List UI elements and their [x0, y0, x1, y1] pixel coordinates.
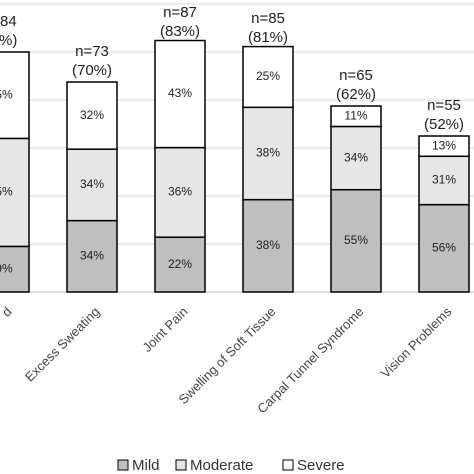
- value-label: 5%: [0, 185, 13, 199]
- bar-segment: [418, 135, 470, 158]
- bar-segment: [418, 203, 470, 293]
- count-label: n=73: [75, 43, 109, 60]
- count-label: n=65: [339, 67, 373, 84]
- x-tick-label: d: [0, 304, 15, 320]
- bar-segment: [330, 125, 382, 191]
- bar-segment: [418, 155, 470, 206]
- bar-segment: [154, 236, 206, 293]
- bar-segment: [154, 146, 206, 238]
- total-label: (52%): [424, 116, 464, 133]
- value-label: 34%: [80, 177, 104, 191]
- bar-segment: [242, 106, 294, 201]
- x-tick-label: Excess Sweating: [22, 304, 103, 385]
- value-label: 34%: [344, 150, 368, 164]
- total-label: (83%): [160, 23, 200, 40]
- value-label: 11%: [344, 108, 367, 122]
- value-label: 34%: [80, 248, 104, 262]
- value-label: 5%: [0, 87, 13, 101]
- value-label: 56%: [432, 240, 456, 254]
- value-label: 43%: [168, 86, 192, 100]
- bar-segment: [66, 148, 118, 222]
- value-label: 36%: [168, 185, 192, 199]
- value-label: 31%: [432, 173, 456, 187]
- bar-segment: [0, 51, 30, 140]
- x-tick-label: Joint Pain: [140, 304, 191, 355]
- x-tick-label: Vision Problems: [378, 304, 455, 381]
- legend-swatch: [282, 459, 294, 471]
- value-label: 55%: [344, 233, 368, 247]
- value-label: 38%: [256, 146, 280, 160]
- bar-segment: [154, 39, 206, 149]
- count-label: n=87: [163, 4, 197, 21]
- bar-segment: [66, 81, 118, 150]
- value-label: 9%: [0, 261, 13, 275]
- bar-segment: [242, 198, 294, 293]
- total-label: (70%): [72, 62, 112, 79]
- legend-swatch: [175, 459, 187, 471]
- legend-label: Severe: [297, 457, 345, 474]
- x-tick-label: Swelling of Soft Tissue: [175, 304, 278, 407]
- value-label: 38%: [256, 238, 280, 252]
- total-label: (81%): [248, 29, 288, 46]
- total-label: (62%): [336, 86, 376, 103]
- bar-segment: [242, 45, 294, 109]
- legend-swatch: [117, 459, 129, 471]
- value-label: 22%: [168, 257, 192, 271]
- count-label: n=55: [427, 97, 461, 114]
- total-label: 0%): [0, 32, 17, 49]
- bar-segment: [330, 105, 382, 128]
- bar-segment: [0, 137, 30, 248]
- bar-segment: [330, 188, 382, 293]
- value-label: 13%: [432, 138, 456, 152]
- value-label: 25%: [256, 69, 280, 83]
- legend-label: Mild: [132, 457, 160, 474]
- bar-segment: [0, 245, 30, 293]
- value-label: 32%: [80, 108, 104, 122]
- count-label: =84: [0, 13, 17, 30]
- legend-label: Moderate: [190, 457, 253, 474]
- count-label: n=85: [251, 10, 285, 27]
